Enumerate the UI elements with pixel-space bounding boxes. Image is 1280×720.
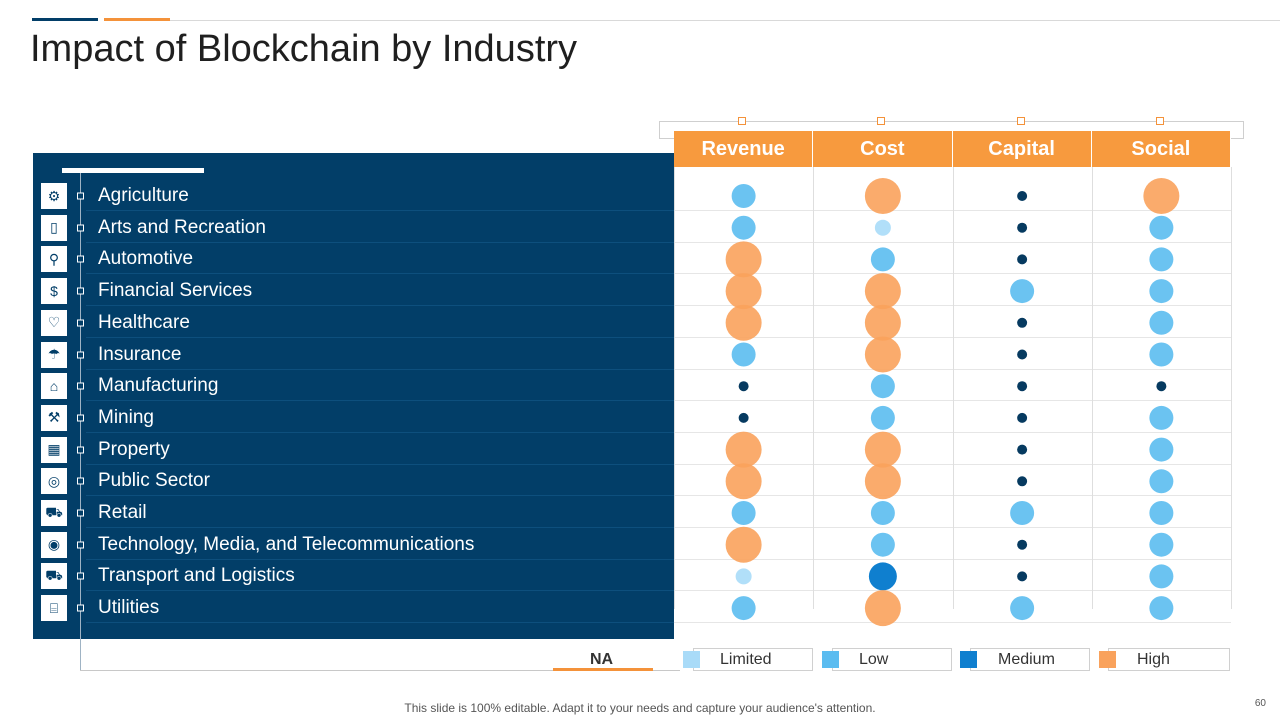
- row-divider: [86, 273, 674, 275]
- footer-note: This slide is 100% editable. Adapt it to…: [404, 701, 876, 715]
- industry-label: Insurance: [98, 343, 182, 365]
- industry-label: Technology, Media, and Telecommunication…: [98, 533, 475, 555]
- accent-bar-navy: [32, 18, 98, 21]
- industry-label: Healthcare: [98, 311, 190, 333]
- legend-label-low: Low: [859, 651, 889, 668]
- na-underline: [553, 668, 653, 671]
- row-divider: [86, 590, 674, 592]
- truck-icon: ⛟: [41, 563, 67, 590]
- legend-swatch-medium: [960, 651, 977, 668]
- handle-icon: [738, 117, 746, 125]
- legend-box: [832, 648, 952, 671]
- car-parts-icon: ⚲: [41, 246, 67, 273]
- industry-label: Financial Services: [98, 280, 253, 302]
- umbrella-icon: ☂: [41, 341, 67, 368]
- row-marker: [77, 446, 84, 454]
- grid-line: [674, 622, 1231, 624]
- legend-label-high: High: [1137, 651, 1170, 668]
- shopping-cart-icon: ⛟: [41, 500, 67, 526]
- row-divider: [86, 622, 674, 624]
- handle-icon: [1017, 117, 1025, 125]
- row-divider: [86, 336, 674, 338]
- industry-label: Public Sector: [98, 470, 210, 492]
- row-marker: [77, 287, 84, 295]
- row-marker: [77, 224, 84, 232]
- column-header: Revenue: [674, 131, 814, 167]
- swing-icon: ▯: [41, 214, 67, 241]
- row-marker: [77, 541, 84, 549]
- row-divider: [86, 431, 674, 433]
- column-separator: [674, 167, 675, 609]
- row-divider: [86, 305, 674, 307]
- power-plant-icon: ⌸: [41, 595, 67, 622]
- row-marker: [77, 509, 84, 517]
- row-marker: [77, 319, 84, 327]
- row-divider: [86, 241, 674, 243]
- top-divider: [170, 20, 1280, 21]
- row-marker: [77, 255, 84, 263]
- row-divider: [86, 558, 674, 560]
- row-divider: [86, 463, 674, 465]
- bottom-line: [80, 670, 680, 671]
- row-divider: [86, 400, 674, 402]
- heart-hand-icon: ♡: [41, 309, 67, 336]
- row-marker: [77, 604, 84, 612]
- accent-bar-orange: [104, 18, 170, 21]
- industry-label: Property: [98, 438, 170, 460]
- pickaxe-icon: ⚒: [41, 404, 67, 431]
- legend-label-na: NA: [590, 651, 614, 668]
- building-icon: ▦: [41, 436, 67, 463]
- column-header: Capital: [952, 131, 1092, 167]
- industry-panel: [33, 153, 674, 639]
- column-separator: [1091, 167, 1093, 609]
- row-marker: [77, 477, 84, 485]
- row-divider: [86, 368, 674, 370]
- legend-swatch-low: [822, 651, 839, 668]
- legend-label-medium: Medium: [998, 651, 1055, 668]
- handle-icon: [877, 117, 885, 125]
- legend-label-limited: Limited: [720, 651, 772, 668]
- row-divider: [86, 210, 674, 211]
- column-separator: [813, 167, 815, 609]
- industry-label: Mining: [98, 406, 154, 428]
- column-header: Social: [1091, 131, 1231, 167]
- dollar-gear-icon: $: [41, 278, 67, 305]
- legend-swatch-high: [1099, 651, 1116, 668]
- row-divider: [86, 495, 674, 497]
- timeline-line: [80, 173, 81, 671]
- page-title: Impact of Blockchain by Industry: [30, 28, 578, 70]
- industry-label: Agriculture: [98, 185, 189, 206]
- industry-label: Manufacturing: [98, 375, 219, 397]
- row-marker: [77, 572, 84, 580]
- column-header: Cost: [813, 131, 953, 167]
- column-separator: [952, 167, 954, 609]
- industry-label: Transport and Logistics: [98, 565, 295, 587]
- row-marker: [77, 192, 84, 200]
- robot-arm-icon: ⌂: [41, 373, 67, 400]
- row-divider: [86, 527, 674, 528]
- column-separator: [1231, 167, 1232, 609]
- panel-accent: [62, 168, 204, 173]
- handle-icon: [1156, 117, 1164, 125]
- industry-label: Retail: [98, 502, 147, 523]
- legend-swatch-limited: [683, 651, 700, 668]
- page-number: 60: [1254, 698, 1266, 709]
- industry-label: Arts and Recreation: [98, 216, 266, 238]
- industry-label: Utilities: [98, 597, 160, 619]
- industry-label: Automotive: [98, 248, 194, 270]
- public-icon: ◎: [41, 468, 67, 495]
- row-marker: [77, 351, 84, 358]
- satellite-icon: ◉: [41, 531, 67, 558]
- tractor-icon: ⚙: [41, 183, 67, 209]
- row-marker: [77, 382, 84, 390]
- row-marker: [77, 414, 84, 422]
